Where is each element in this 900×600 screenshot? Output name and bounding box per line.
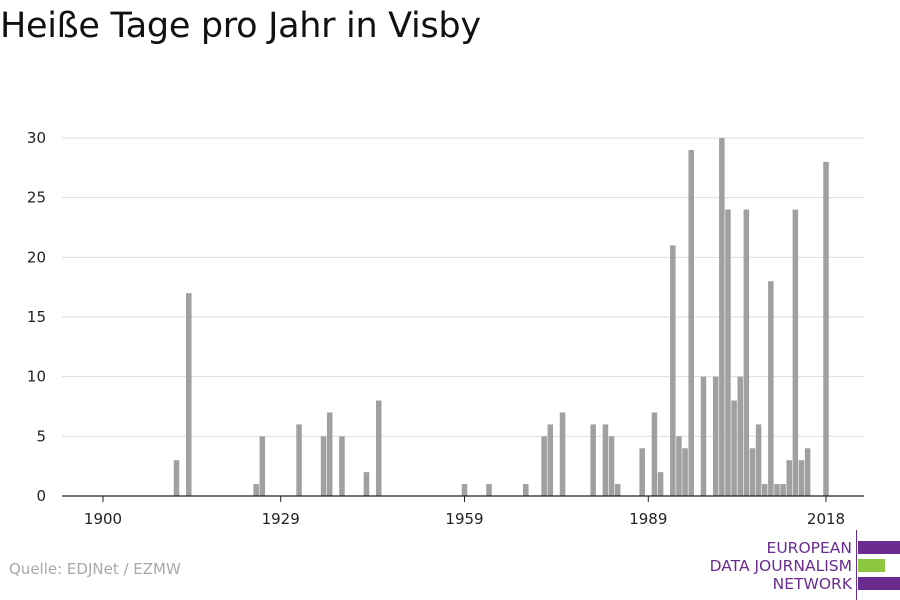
bar-2000 <box>712 376 719 496</box>
logo-bar-purple-bottom <box>858 577 900 590</box>
bar-2004 <box>737 376 743 496</box>
x-tick-label: 1929 <box>262 510 300 528</box>
x-tick-label: 2018 <box>807 510 845 528</box>
bar-1994 <box>676 436 682 496</box>
bar-1939 <box>339 436 345 496</box>
bar-1988 <box>639 448 645 496</box>
bar-1975 <box>559 412 566 496</box>
edjnet-logo: EUROPEAN DATA JOURNALISM NETWORK <box>700 530 900 600</box>
y-tick-label: 5 <box>36 427 46 445</box>
bar-1984 <box>614 484 621 496</box>
bar-1932 <box>296 424 302 496</box>
bar-1945 <box>375 400 382 496</box>
y-tick-label: 10 <box>27 368 46 386</box>
bar-1996 <box>688 149 694 496</box>
bar-2015 <box>804 448 811 496</box>
bar-1982 <box>602 424 609 496</box>
logo-line-european: EUROPEAN <box>766 539 852 557</box>
y-tick-label: 15 <box>27 308 46 326</box>
bar-1969 <box>523 484 529 496</box>
bar-2014 <box>798 460 805 496</box>
bar-2010 <box>774 484 780 496</box>
bar-2007 <box>755 424 762 496</box>
bar-1995 <box>682 448 688 496</box>
x-tick-label: 1989 <box>629 510 667 528</box>
bar-1983 <box>608 436 615 496</box>
gridlines <box>62 137 864 437</box>
y-tick-label: 30 <box>27 129 46 147</box>
bar-1963 <box>486 484 492 496</box>
bar-1993 <box>670 245 676 496</box>
logo-bar-green <box>858 559 885 572</box>
bar-2005 <box>743 209 750 496</box>
bar-2018 <box>823 161 829 496</box>
bar-2013 <box>792 209 799 496</box>
bar-2008 <box>761 484 768 496</box>
bar-1936 <box>320 436 327 496</box>
bar-1991 <box>657 472 664 496</box>
bars <box>173 138 829 496</box>
y-tick-label: 0 <box>36 487 46 505</box>
bar-1973 <box>547 424 554 496</box>
y-axis-ticks: 0 5 10 15 20 25 30 <box>27 129 46 505</box>
x-axis: 1900 1929 1959 1989 2018 <box>62 495 864 528</box>
bar-1980 <box>590 424 596 496</box>
logo-line-network: NETWORK <box>772 575 852 593</box>
bar-2012 <box>786 460 793 496</box>
bar-1943 <box>363 472 370 496</box>
bar-1998 <box>700 376 707 496</box>
logo-bar-purple-top <box>858 541 900 554</box>
x-tick-label: 1959 <box>445 510 483 528</box>
chart-title: Heiße Tage pro Jahr in Visby <box>0 6 481 46</box>
logo-divider <box>856 530 857 600</box>
bar-1926 <box>259 436 266 496</box>
bar-1972 <box>541 436 547 496</box>
bar-1937 <box>326 412 333 496</box>
bar-1959 <box>461 484 468 496</box>
bar-1990 <box>651 412 658 496</box>
bar-1912 <box>173 460 180 496</box>
bar-2009 <box>768 281 774 496</box>
bar-1914 <box>186 293 192 496</box>
bar-1925 <box>253 484 259 496</box>
bar-2002 <box>725 209 731 496</box>
logo-line-data-journalism: DATA JOURNALISM <box>709 557 852 575</box>
y-tick-label: 25 <box>27 189 46 207</box>
y-tick-label: 20 <box>27 248 46 266</box>
bar-2001 <box>719 138 725 496</box>
bar-2003 <box>731 400 737 496</box>
x-tick-label: 1900 <box>84 510 122 528</box>
bar-2006 <box>749 448 756 496</box>
source-note: Quelle: EDJNet / EZMW <box>9 560 181 578</box>
bar-2011 <box>780 484 786 496</box>
